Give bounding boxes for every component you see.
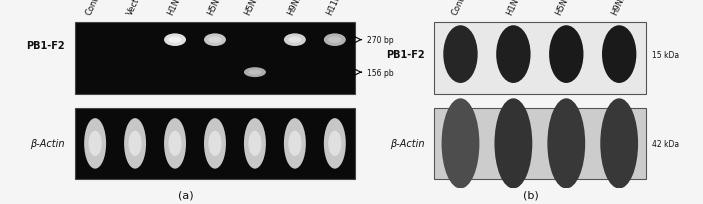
- Ellipse shape: [602, 26, 636, 84]
- Text: H5N1-WB: H5N1-WB: [554, 0, 579, 17]
- Ellipse shape: [328, 37, 342, 44]
- Ellipse shape: [129, 131, 142, 156]
- Ellipse shape: [169, 37, 181, 44]
- Ellipse shape: [441, 99, 479, 188]
- Text: H5N1: H5N1: [206, 0, 224, 17]
- Text: H1N1: H1N1: [166, 0, 184, 17]
- Ellipse shape: [549, 26, 583, 84]
- Ellipse shape: [288, 37, 302, 44]
- Ellipse shape: [204, 119, 226, 169]
- Ellipse shape: [208, 131, 221, 156]
- Text: H1N1: H1N1: [504, 0, 522, 17]
- Ellipse shape: [89, 131, 102, 156]
- Ellipse shape: [600, 99, 638, 188]
- Ellipse shape: [169, 131, 181, 156]
- Text: H11N1: H11N1: [325, 0, 345, 17]
- Ellipse shape: [328, 131, 342, 156]
- Ellipse shape: [444, 26, 477, 84]
- Text: β-Actin: β-Actin: [30, 139, 65, 149]
- Ellipse shape: [496, 26, 531, 84]
- FancyBboxPatch shape: [434, 109, 645, 179]
- Text: (b): (b): [523, 190, 538, 200]
- Ellipse shape: [284, 119, 306, 169]
- Ellipse shape: [84, 119, 106, 169]
- Text: 42 kDa: 42 kDa: [652, 139, 679, 148]
- Ellipse shape: [124, 119, 146, 169]
- Text: H9N2: H9N2: [610, 0, 628, 17]
- Text: β-Actin: β-Actin: [390, 139, 425, 149]
- Ellipse shape: [204, 34, 226, 47]
- Ellipse shape: [494, 99, 532, 188]
- Text: 15 kDa: 15 kDa: [652, 50, 679, 59]
- Text: Control: Control: [450, 0, 471, 17]
- Ellipse shape: [288, 131, 302, 156]
- Ellipse shape: [244, 119, 266, 169]
- Text: (a): (a): [179, 190, 194, 200]
- Text: Control: Control: [84, 0, 105, 17]
- Text: 156 pb: 156 pb: [368, 68, 394, 77]
- Ellipse shape: [208, 37, 221, 44]
- Ellipse shape: [284, 34, 306, 47]
- Ellipse shape: [548, 99, 585, 188]
- FancyBboxPatch shape: [75, 22, 355, 94]
- Text: PB1-F2: PB1-F2: [387, 50, 425, 60]
- Text: H9N2: H9N2: [286, 0, 304, 17]
- Text: 270 bp: 270 bp: [368, 36, 394, 45]
- Text: PB1-F2: PB1-F2: [26, 41, 65, 51]
- Ellipse shape: [324, 119, 346, 169]
- Ellipse shape: [248, 70, 262, 75]
- Text: H5N1-F2: H5N1-F2: [243, 0, 266, 17]
- Ellipse shape: [244, 68, 266, 78]
- Ellipse shape: [248, 131, 262, 156]
- Ellipse shape: [164, 34, 186, 47]
- Text: Vector: Vector: [125, 0, 145, 17]
- FancyBboxPatch shape: [75, 109, 355, 179]
- Ellipse shape: [324, 34, 346, 47]
- Ellipse shape: [164, 119, 186, 169]
- FancyBboxPatch shape: [434, 22, 645, 94]
